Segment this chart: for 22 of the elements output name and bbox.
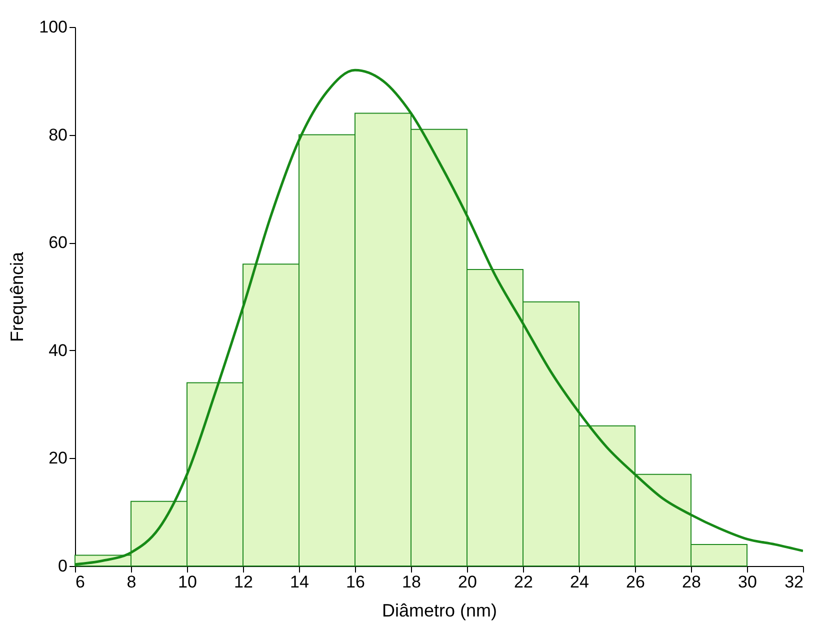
y-axis-title: Frequência [7,250,28,342]
y-tick-label: 40 [48,340,68,360]
x-tick-label: 18 [402,572,421,592]
x-tick-label: 22 [514,572,533,592]
y-tick-label: 80 [48,125,68,144]
x-tick-label: 10 [178,572,197,592]
x-tick-label: 24 [570,572,589,592]
x-tick-label: 8 [126,572,136,592]
x-tick-label: 6 [76,572,85,592]
x-tick-label: 30 [738,572,757,592]
x-tick-label: 28 [682,572,701,592]
x-tick-label: 16 [346,572,365,592]
x-axis-title: Diâmetro (nm) [382,600,498,620]
y-tick-label: 20 [48,448,68,468]
x-tick-label: 14 [290,572,309,592]
x-tick-label: 32 [784,572,804,592]
x-tick-label: 20 [458,572,477,592]
y-tick-label: 60 [48,233,68,252]
y-tick-label: 0 [58,556,68,576]
x-tick-label: 12 [234,572,253,592]
y-tick-label: 100 [39,18,68,36]
x-tick-label: 26 [626,572,645,592]
